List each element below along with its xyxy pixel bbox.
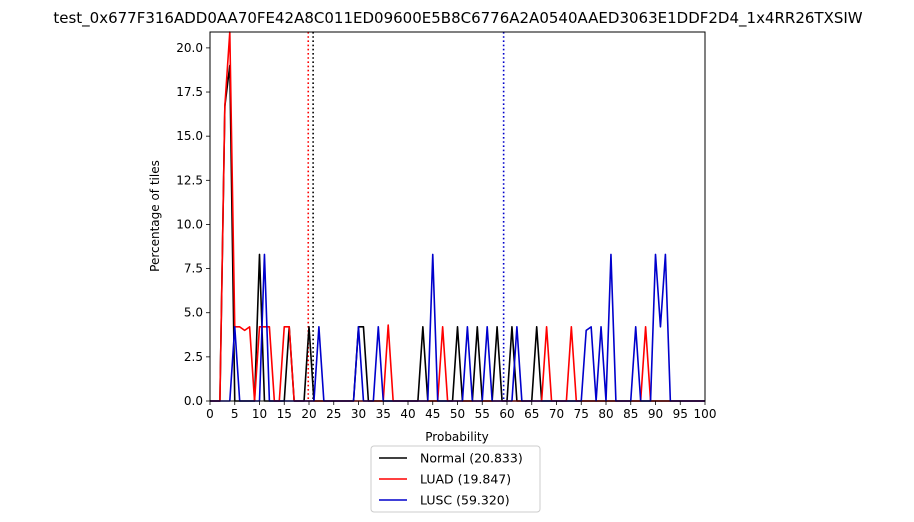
x-tick-label: 60 [499,407,514,421]
x-tick-label: 65 [524,407,539,421]
x-tick-label: 40 [400,407,415,421]
legend-label-1: LUAD (19.847) [420,472,511,487]
x-tick-label: 80 [598,407,613,421]
y-tick-label: 10.0 [176,217,203,231]
x-tick-label: 100 [694,407,717,421]
x-tick-label: 55 [475,407,490,421]
x-tick-label: 95 [673,407,688,421]
x-tick-label: 0 [206,407,214,421]
legend-label-0: Normal (20.833) [420,451,523,466]
series-line-1 [210,31,705,402]
x-tick-label: 15 [277,407,292,421]
y-tick-label: 12.5 [176,173,203,187]
y-tick-label: 20.0 [176,41,203,55]
x-tick-label: 85 [623,407,638,421]
y-tick-label: 0.0 [184,394,203,408]
plot-series [210,31,705,402]
x-tick-label: 70 [549,407,564,421]
x-tick-label: 50 [450,407,465,421]
chart-title: test_0x677F316ADD0AA70FE42A8C011ED09600E… [53,9,862,28]
y-tick-label: 7.5 [184,262,203,276]
plot-frame [209,31,706,402]
x-tick-label: 30 [351,407,366,421]
x-tick-label: 35 [376,407,391,421]
x-tick-label: 25 [326,407,341,421]
y-axis: 0.0 2.5 5.0 7.5 10.0 12.5 15.0 17.5 20.0 [176,41,210,408]
x-tick-label: 20 [301,407,316,421]
y-tick-label: 2.5 [184,350,203,364]
y-tick-label: 17.5 [176,85,203,99]
x-axis: 0 5 10 15 20 25 30 35 40 45 50 55 60 65 70 75 80 85 90 95 10… [206,401,716,421]
y-tick-label: 5.0 [184,306,203,320]
y-axis-label: Percentage of tiles [148,160,162,272]
mean-lines [307,32,505,401]
legend: Normal (20.833) LUAD (19.847) LUSC (59.320… [370,445,541,513]
x-tick-label: 75 [574,407,589,421]
y-tick-label: 15.0 [176,129,203,143]
x-tick-label: 45 [425,407,440,421]
x-tick-label: 90 [648,407,663,421]
x-axis-label: Probability [425,430,488,444]
series-line-0 [210,64,705,402]
legend-label-2: LUSC (59.320) [420,493,510,508]
x-tick-label: 10 [252,407,267,421]
x-tick-label: 5 [231,407,239,421]
legend-box [370,445,541,513]
